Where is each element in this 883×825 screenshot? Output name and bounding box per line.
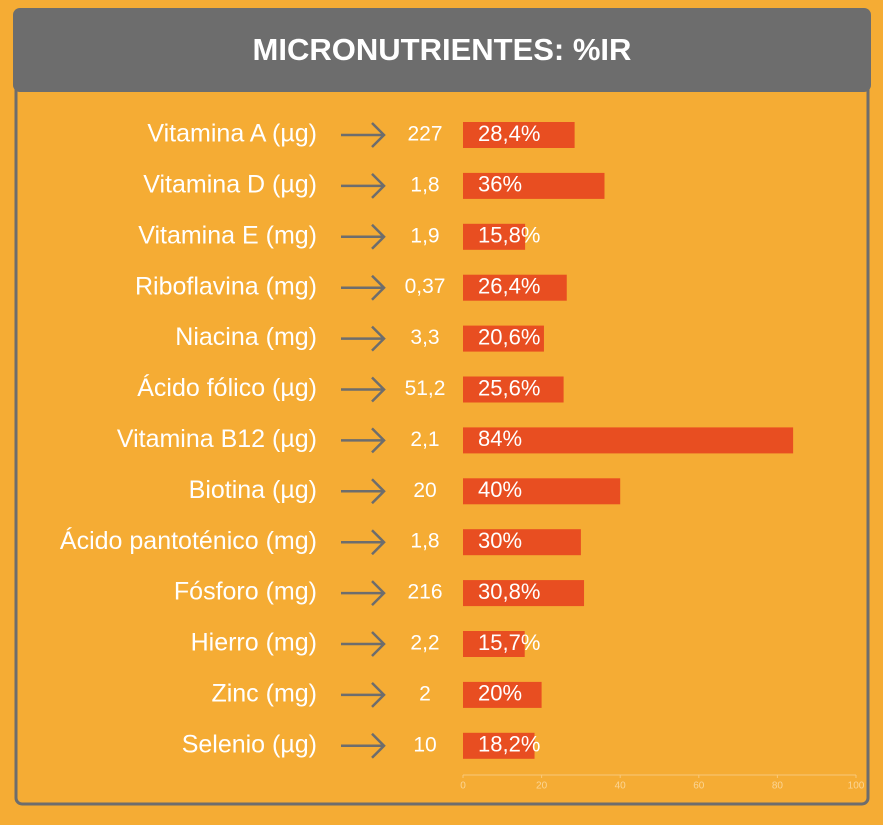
value-label: 36% bbox=[478, 172, 522, 197]
amount: 216 bbox=[407, 581, 442, 604]
amount: 2 bbox=[419, 682, 431, 705]
category-label: Vitamina E (mg) bbox=[138, 221, 317, 249]
amount: 10 bbox=[413, 733, 436, 756]
amount: 2,1 bbox=[410, 428, 439, 451]
value-label: 26,4% bbox=[478, 274, 540, 299]
chart-title: MICRONUTRIENTES: %IR bbox=[253, 32, 632, 67]
category-label: Niacina (mg) bbox=[175, 323, 317, 351]
arrow bbox=[341, 478, 386, 505]
category-label: Biotina (µg) bbox=[189, 476, 317, 504]
bar bbox=[463, 325, 544, 352]
value-label: 25,6% bbox=[478, 375, 540, 400]
arrow bbox=[341, 325, 386, 352]
arrow bbox=[341, 529, 386, 556]
x-tick-label: 40 bbox=[615, 781, 627, 792]
bar bbox=[463, 274, 567, 301]
amount: 0,37 bbox=[405, 275, 446, 298]
amount: 20 bbox=[413, 479, 436, 502]
arrow bbox=[341, 223, 386, 250]
value-label: 20% bbox=[478, 681, 522, 706]
bar bbox=[463, 122, 575, 148]
x-tick-label: 100 bbox=[848, 781, 865, 792]
value-label: 18,2% bbox=[478, 732, 540, 757]
arrow bbox=[341, 427, 386, 454]
arrow bbox=[341, 173, 386, 199]
amount: 1,9 bbox=[410, 224, 439, 247]
amount: 2,2 bbox=[410, 632, 439, 655]
category-label: Zinc (mg) bbox=[211, 680, 317, 708]
bar bbox=[463, 427, 794, 454]
category-label: Vitamina B12 (µg) bbox=[117, 425, 317, 453]
value-label: 30% bbox=[478, 528, 522, 553]
x-tick-label: 80 bbox=[772, 781, 784, 792]
x-tick-label: 0 bbox=[460, 781, 466, 792]
x-tick-label: 60 bbox=[693, 781, 705, 792]
category-label: Riboflavina (mg) bbox=[135, 272, 317, 300]
bar bbox=[463, 580, 585, 607]
bar bbox=[463, 223, 526, 250]
bar bbox=[463, 631, 525, 657]
arrow bbox=[341, 682, 386, 708]
category-label: Ácido pantoténico (mg) bbox=[60, 526, 317, 555]
bar bbox=[463, 478, 621, 505]
value-label: 84% bbox=[478, 426, 522, 451]
arrow bbox=[341, 274, 386, 301]
amount: 3,3 bbox=[410, 326, 439, 349]
amount: 1,8 bbox=[410, 530, 439, 553]
value-label: 15,7% bbox=[478, 630, 540, 655]
category-label: Vitamina D (µg) bbox=[143, 171, 317, 199]
header bbox=[13, 8, 871, 92]
value-label: 28,4% bbox=[478, 121, 540, 146]
arrow bbox=[341, 580, 386, 606]
amount: 227 bbox=[407, 123, 442, 146]
category-label: Selenio (µg) bbox=[182, 730, 317, 758]
category-label: Vitamina A (µg) bbox=[147, 120, 317, 148]
bar bbox=[463, 376, 564, 403]
arrow bbox=[341, 122, 386, 148]
bar bbox=[463, 529, 581, 556]
arrow bbox=[341, 631, 386, 657]
bar bbox=[463, 732, 535, 759]
arrow bbox=[341, 376, 386, 403]
value-label: 15,8% bbox=[478, 223, 540, 248]
amount: 51,2 bbox=[405, 377, 446, 400]
category-label: Fósforo (mg) bbox=[174, 578, 317, 606]
amount: 1,8 bbox=[410, 173, 439, 196]
value-label: 40% bbox=[478, 477, 522, 502]
category-label: Hierro (mg) bbox=[191, 629, 317, 657]
bar bbox=[463, 681, 542, 708]
category-label: Ácido fólico (µg) bbox=[137, 373, 317, 402]
x-tick-label: 20 bbox=[536, 781, 548, 792]
bar bbox=[463, 172, 605, 199]
arrow bbox=[341, 732, 386, 759]
value-label: 30,8% bbox=[478, 579, 540, 604]
value-label: 20,6% bbox=[478, 324, 540, 349]
